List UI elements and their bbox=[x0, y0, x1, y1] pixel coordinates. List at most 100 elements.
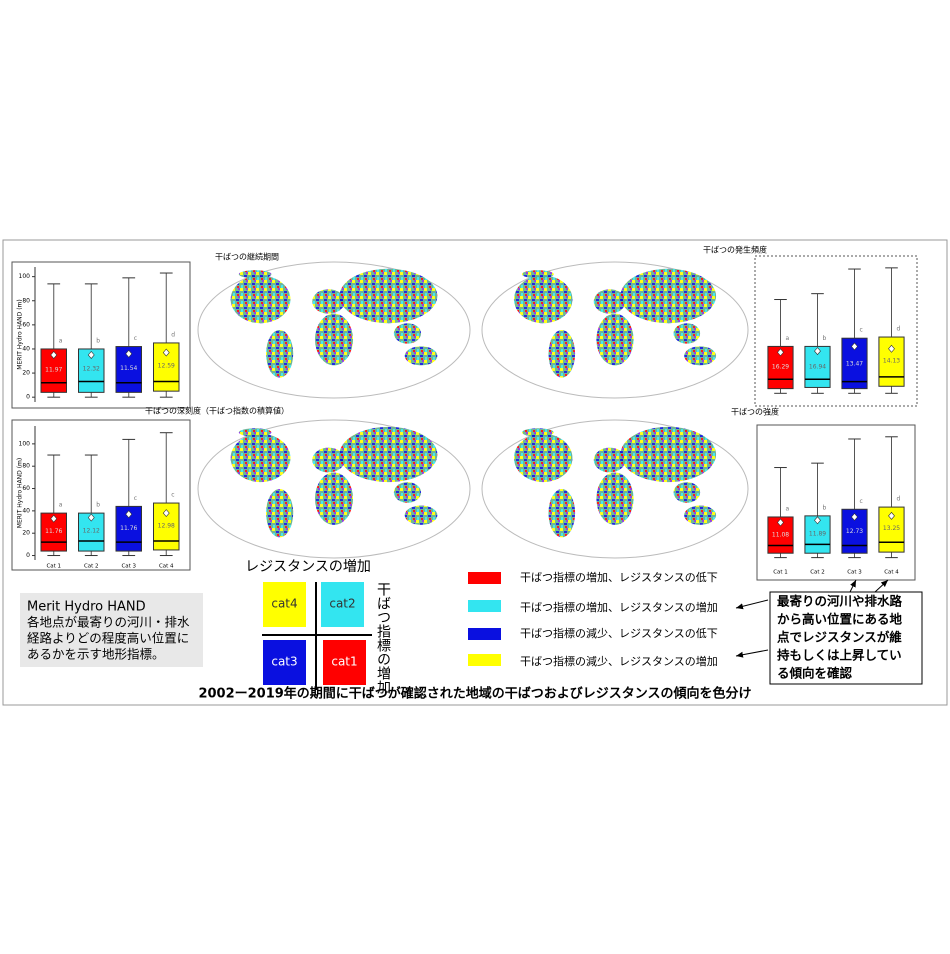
mean-marker bbox=[87, 351, 95, 359]
quadrant-label: cat2 bbox=[329, 597, 355, 611]
map-land bbox=[684, 346, 717, 366]
y-tick-label: 80 bbox=[22, 297, 30, 304]
y-tick-label: 40 bbox=[22, 345, 30, 352]
significance-letter: d bbox=[897, 496, 901, 503]
mean-marker bbox=[50, 351, 58, 359]
box-label: 13.25 bbox=[883, 525, 900, 532]
note-text: Merit Hydro HAND bbox=[27, 600, 146, 615]
significance-letter: d bbox=[171, 331, 175, 338]
quadrant-cell bbox=[323, 640, 366, 685]
map-land bbox=[339, 268, 438, 324]
arrow bbox=[735, 599, 769, 610]
significance-letter: a bbox=[786, 335, 790, 342]
significance-letter: d bbox=[897, 326, 901, 333]
box-label: 14.13 bbox=[883, 357, 900, 364]
map-land bbox=[314, 472, 354, 525]
chart-frame bbox=[756, 424, 916, 581]
map-land bbox=[593, 289, 626, 314]
map-land bbox=[513, 433, 573, 483]
x-tick-label: Cat 1 bbox=[773, 570, 788, 576]
box-label: 12.73 bbox=[846, 528, 863, 535]
map-land bbox=[238, 428, 272, 437]
arrow bbox=[735, 649, 769, 658]
callout-text: から高い位置にある地 bbox=[777, 612, 903, 627]
quadrant-label: cat3 bbox=[271, 655, 297, 669]
x-tick-label: Cat 3 bbox=[121, 564, 136, 570]
chart-frame bbox=[11, 419, 191, 571]
quadrant-label: cat4 bbox=[271, 597, 297, 611]
map-land bbox=[513, 275, 573, 324]
y-tick-label: 80 bbox=[22, 463, 30, 470]
arrow bbox=[874, 579, 889, 593]
note-text: 各地点が最寄りの河川・排水 bbox=[27, 615, 190, 630]
mean-marker bbox=[814, 516, 821, 525]
box-label: 11.54 bbox=[120, 365, 137, 372]
quadrant-cell bbox=[321, 582, 364, 627]
significance-letter: b bbox=[823, 504, 827, 511]
legend-swatch bbox=[468, 572, 501, 584]
legend-label: 干ばつ指標の減少、レジスタンスの低下 bbox=[520, 626, 718, 640]
mean-marker bbox=[162, 509, 170, 518]
y-tick-label: 0 bbox=[26, 394, 30, 401]
y-tick-label: 100 bbox=[19, 273, 31, 280]
map-land bbox=[673, 482, 701, 503]
x-tick-label: Cat 1 bbox=[46, 564, 61, 570]
map-land bbox=[620, 268, 717, 324]
y-tick-label: 0 bbox=[26, 552, 30, 559]
map-land bbox=[266, 489, 294, 538]
significance-letter: c bbox=[860, 498, 863, 505]
y-tick-label: 60 bbox=[22, 485, 30, 492]
map-land bbox=[521, 428, 554, 437]
box-label: 11.76 bbox=[45, 528, 62, 535]
map-land bbox=[596, 313, 634, 366]
map-land bbox=[684, 505, 717, 525]
caption: 2002ー2019年の期間に干ばつが確認された地域の干ばつおよびレジスタンスの傾… bbox=[198, 686, 751, 702]
map-land bbox=[266, 330, 294, 378]
significance-letter: c bbox=[171, 492, 174, 499]
map-land bbox=[548, 489, 576, 538]
y-tick-label: 60 bbox=[22, 321, 30, 328]
box-label: 12.59 bbox=[158, 363, 175, 370]
map-land bbox=[596, 472, 634, 525]
map-land bbox=[339, 426, 438, 483]
map-land bbox=[393, 323, 422, 344]
note-text: 経路よりどの程度高い位置に bbox=[27, 631, 189, 646]
map-land bbox=[620, 426, 717, 483]
box-label: 11.08 bbox=[772, 532, 789, 539]
x-tick-label: Cat 2 bbox=[810, 570, 825, 576]
mean-marker bbox=[888, 344, 895, 353]
legend-label: 干ばつ指標の増加、レジスタンスの増加 bbox=[520, 600, 718, 614]
mean-marker bbox=[125, 349, 133, 358]
quadrant-y-label: 干ばつ指標の増加 bbox=[375, 582, 391, 695]
mean-marker bbox=[777, 348, 784, 357]
note-box bbox=[20, 593, 203, 667]
legend-swatch bbox=[468, 600, 501, 612]
y-axis-label: MERIT Hydro HAND (m) bbox=[17, 458, 24, 528]
quadrant-cell bbox=[263, 640, 306, 685]
map-land bbox=[393, 482, 422, 503]
map-land bbox=[312, 447, 345, 473]
x-tick-label: Cat 4 bbox=[159, 564, 174, 570]
map-land bbox=[404, 346, 438, 366]
map-land bbox=[230, 433, 291, 483]
mean-marker bbox=[87, 513, 95, 522]
chart-frame bbox=[11, 261, 191, 409]
map-title: 干ばつの発生頻度 bbox=[703, 245, 767, 255]
map-land bbox=[238, 270, 272, 279]
callout-text: 点でレジスタンスが維 bbox=[777, 630, 902, 645]
quadrant-x-label: レジスタンスの増加 bbox=[245, 559, 371, 575]
map-land bbox=[593, 447, 626, 473]
mean-marker bbox=[125, 510, 133, 519]
significance-letter: a bbox=[786, 505, 790, 512]
map-land bbox=[314, 313, 354, 366]
callout-text: る傾向を確認 bbox=[777, 666, 853, 681]
significance-letter: c bbox=[860, 327, 863, 334]
box-label: 16.29 bbox=[772, 363, 789, 370]
x-tick-label: Cat 4 bbox=[884, 570, 899, 576]
significance-letter: a bbox=[59, 502, 63, 509]
y-tick-label: 20 bbox=[22, 530, 30, 537]
y-tick-label: 40 bbox=[22, 507, 30, 514]
note-text: あるかを示す地形指標。 bbox=[27, 647, 165, 662]
map-land bbox=[230, 275, 291, 324]
mean-marker bbox=[851, 342, 858, 351]
